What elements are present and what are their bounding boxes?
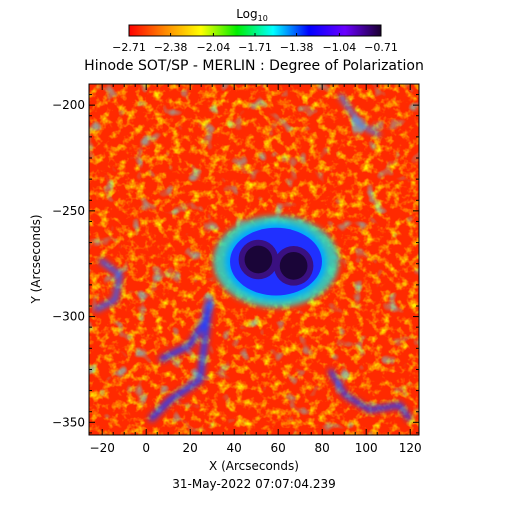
plot-frame: [88, 83, 420, 436]
y-tick-label: −350: [52, 415, 85, 429]
y-tick-label: −250: [52, 204, 85, 218]
x-tick-label: 40: [227, 441, 242, 455]
colorbar-label: Log10: [236, 7, 268, 23]
colorbar-tick-label: −2.38: [154, 41, 188, 54]
x-tick-label: 100: [355, 441, 378, 455]
colorbar: Log10 −2.71 −2.38 −2.04 −1.71 −1.38 −1.04 −0.7…: [112, 7, 398, 54]
x-tick-label: 60: [271, 441, 286, 455]
colorbar-tick-label: −2.71: [112, 41, 146, 54]
sunspot-features: [213, 215, 339, 308]
umbra-core: [279, 251, 308, 280]
umbra-core: [244, 245, 273, 274]
chart-title: Hinode SOT/SP - MERLIN : Degree of Polar…: [84, 58, 424, 74]
colorbar-tick-label: −2.04: [197, 41, 231, 54]
x-axis-label: X (Arcseconds): [209, 459, 299, 473]
heatmap-image: [89, 84, 419, 435]
colorbar-label-sub: 10: [258, 14, 268, 23]
colorbar-tick-label: −1.04: [323, 41, 357, 54]
x-tick-label: −20: [90, 441, 115, 455]
colorbar-label-prefix: Log: [236, 7, 257, 21]
plage-top: [338, 93, 381, 137]
plage-left: [93, 258, 123, 313]
plage-lower: [147, 299, 213, 423]
observation-timestamp: 31-May-2022 07:07:04.239: [172, 477, 336, 491]
plage-right: [327, 368, 413, 422]
x-axis: −20 0 20 40 60 80 100 120: [90, 84, 422, 455]
y-tick-label: −200: [52, 98, 85, 112]
x-tick-label: 20: [183, 441, 198, 455]
y-axis-label: Y (Arcseconds): [29, 214, 43, 304]
colorbar-ticks: −2.71 −2.38 −2.04 −1.71 −1.38 −1.04 −0.71: [112, 33, 398, 54]
x-tick-label: 120: [399, 441, 422, 455]
x-tick-label: 80: [315, 441, 330, 455]
x-tick-label: 0: [142, 441, 150, 455]
y-tick-label: −300: [52, 310, 85, 324]
colorbar-tick-label: −1.71: [238, 41, 272, 54]
y-axis: −200 −250 −300 −350: [52, 94, 419, 434]
plage-regions: [93, 93, 413, 423]
colorbar-tick-label: −1.38: [280, 41, 314, 54]
colorbar-tick-label: −0.71: [364, 41, 398, 54]
